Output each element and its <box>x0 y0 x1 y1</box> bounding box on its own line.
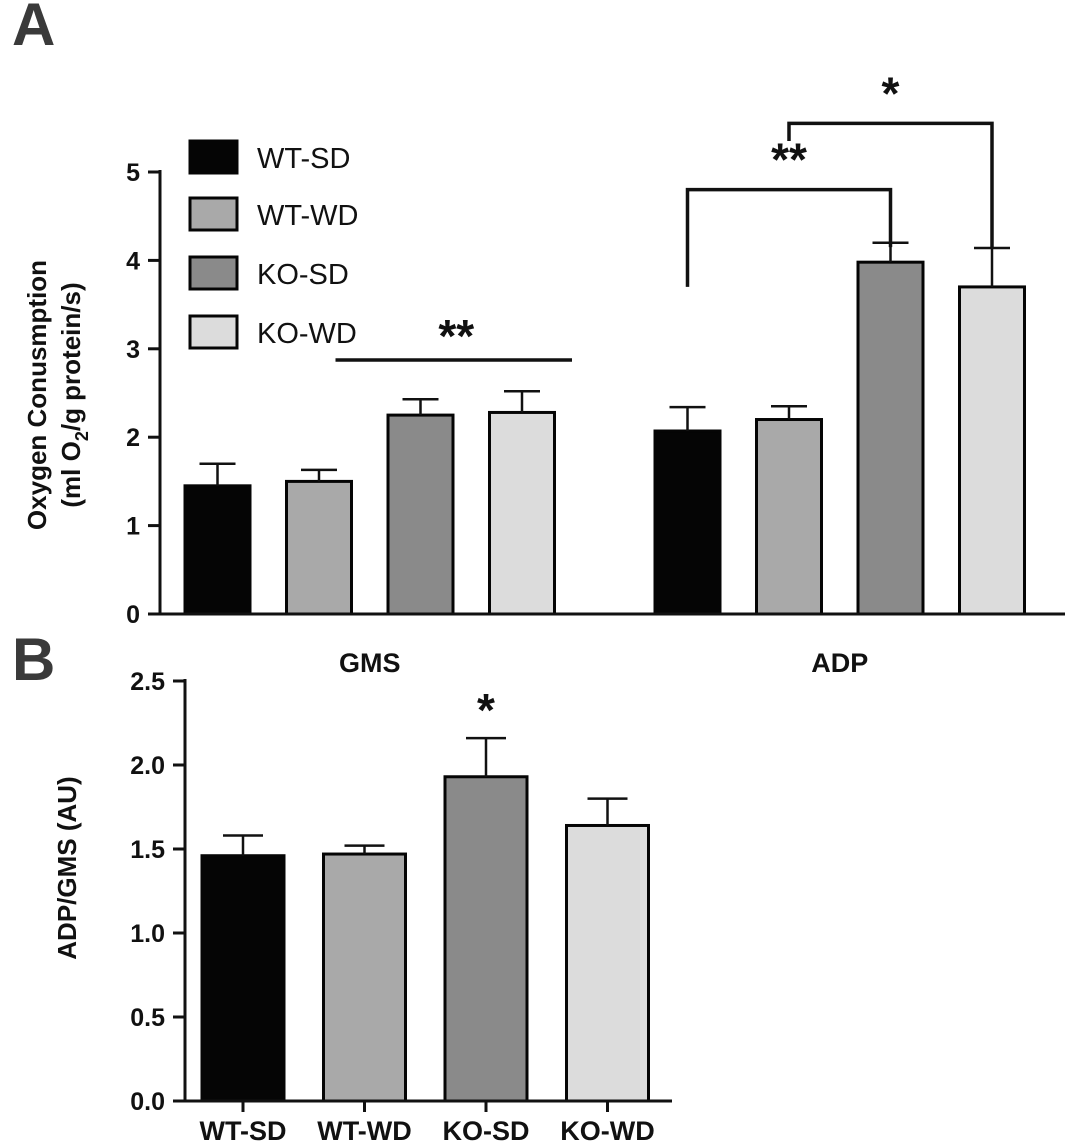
bar-ko-sd <box>443 775 529 1103</box>
panel-a-category-label-adp: ADP <box>811 648 868 678</box>
panel-b-category-label-wt-wd: WT-WD <box>317 1116 411 1146</box>
panel-b-category-label-ko-wd: KO-WD <box>560 1116 654 1146</box>
panel-b-category-label-wt-sd: WT-SD <box>200 1116 287 1146</box>
legend-swatch-wt-wd <box>188 196 239 232</box>
sig-bracket-label-1: ** <box>771 134 807 186</box>
bar-adp-wt-wd <box>755 418 823 616</box>
panel-a-ytick-label: 3 <box>126 336 140 364</box>
legend-swatch-ko-sd <box>188 255 239 291</box>
sig-bracket-2 <box>787 121 994 248</box>
panel-a-ylabel: Oxygen Conusmption (ml O2/g protein/s) <box>22 260 92 530</box>
legend-swatch-wt-sd <box>188 139 239 175</box>
panel-b-ytick-label: 2.5 <box>130 668 165 696</box>
panel-b-category-label-ko-sd: KO-SD <box>443 1116 530 1146</box>
bar-adp-wt-sd <box>653 429 722 616</box>
panel-a-ylabel-line1: Oxygen Conusmption <box>22 260 52 530</box>
panel-a-axes: 0 1 2 3 4 5 GMS ADP <box>126 159 1065 678</box>
panel-a-ytick-label: 0 <box>126 601 140 629</box>
panel-a-bars <box>183 241 1026 616</box>
panel-b-axes: 0.0 0.5 1.0 1.5 2.0 2.5 WT-SD WT-WD KO-SD KO-WD <box>130 668 672 1146</box>
panel-a-category-label-gms: GMS <box>339 648 401 678</box>
panel-b-ylabel: ADP/GMS (AU) <box>52 776 82 959</box>
panel-letter-a: A <box>12 0 55 58</box>
legend-label-ko-wd: KO-WD <box>257 318 357 350</box>
panel-a-ytick-label: 4 <box>126 247 140 275</box>
legend-label-ko-sd: KO-SD <box>257 259 349 291</box>
panel-b-ytick-label: 0.5 <box>130 1004 165 1032</box>
bar-gms-wt-wd <box>285 479 353 616</box>
legend-item-ko-sd: KO-SD <box>188 255 349 291</box>
panel-letter-b: B <box>12 626 55 693</box>
panel-b-ytick-label: 1.0 <box>130 920 165 948</box>
bar-gms-wt-sd <box>183 484 252 616</box>
bar-adp-ko-wd <box>958 285 1026 616</box>
panel-a-ytick-label: 5 <box>126 159 140 187</box>
sig-label-ko-sd: * <box>477 684 495 736</box>
bar-ko-wd <box>565 823 650 1103</box>
panel-a-ytick-label: 1 <box>126 513 140 541</box>
legend-item-ko-wd: KO-WD <box>188 314 357 350</box>
panel-b-ytick-label: 2.0 <box>130 752 165 780</box>
panel-b-bars <box>200 736 650 1103</box>
bar-wt-sd <box>200 854 286 1103</box>
panel-b-chart: 0.0 0.5 1.0 1.5 2.0 2.5 WT-SD WT-WD KO-SD KO-WD *… <box>52 668 672 1146</box>
legend-swatch-ko-wd <box>188 314 239 350</box>
sig-label-gms: ** <box>438 310 474 362</box>
legend: WT-SD WT-WD KO-SD KO-WD <box>188 139 358 350</box>
sig-bracket-label-2: * <box>882 67 900 119</box>
legend-item-wt-wd: WT-WD <box>188 196 358 232</box>
sig-bracket-1 <box>685 187 893 287</box>
panel-b-significance: * <box>477 684 495 736</box>
legend-label-wt-sd: WT-SD <box>257 143 350 175</box>
bar-gms-ko-wd <box>488 410 556 616</box>
panel-b-ytick-label: 0.0 <box>130 1088 165 1116</box>
bar-gms-ko-sd <box>386 413 455 616</box>
panel-b-ytick-label: 1.5 <box>130 836 165 864</box>
panel-a-ylabel-line2: (ml O2/g protein/s) <box>56 282 92 507</box>
panel-b-ylabel-text: ADP/GMS (AU) <box>52 776 82 959</box>
bar-adp-ko-sd <box>856 260 925 616</box>
bar-wt-wd <box>322 852 407 1103</box>
legend-label-wt-wd: WT-WD <box>257 200 358 232</box>
panel-a-ytick-label: 2 <box>126 424 140 452</box>
legend-item-wt-sd: WT-SD <box>188 139 350 175</box>
panel-a-significance: ***** <box>335 67 994 362</box>
